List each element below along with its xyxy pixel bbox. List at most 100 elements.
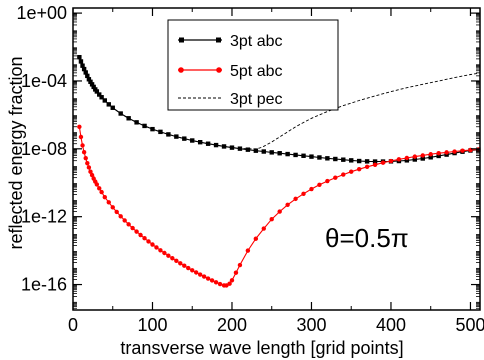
data-point-3pt-abc [142,123,147,129]
data-point-5pt-abc [78,134,84,140]
data-point-5pt-abc [146,239,151,244]
data-point-3pt-abc [364,159,370,164]
plot-frame [72,7,481,311]
data-point-5pt-abc [245,248,251,253]
x-tick-label: 0 [68,315,78,335]
data-point-5pt-abc [333,175,338,180]
data-point-5pt-abc [217,281,223,287]
data-point-5pt-abc [154,245,159,250]
x-tick-label: 100 [137,315,167,335]
data-point-5pt-abc [428,152,433,157]
data-point-3pt-abc [94,89,100,94]
plot-area [77,55,481,288]
data-point-5pt-abc [309,186,314,192]
data-point-5pt-abc [261,226,266,231]
data-point-5pt-abc [80,143,85,148]
data-point-5pt-abc [285,202,290,208]
y-tick-label: 1e+00 [16,3,67,23]
data-point-5pt-abc [186,265,191,271]
data-point-3pt-abc [253,148,259,153]
data-point-3pt-abc [77,55,82,60]
data-point-5pt-abc [118,214,123,219]
legend-label-5pt-abc: 5pt abc [230,63,282,80]
data-point-5pt-abc [110,205,115,210]
data-point-3pt-abc [134,120,139,125]
data-point-3pt-abc [428,155,433,160]
legend: 3pt abc 5pt abc 3pt pec [167,19,339,111]
theta-annotation: θ=0.5π [325,223,409,253]
data-point-5pt-abc [106,200,111,205]
x-tick-label: 400 [376,315,406,335]
data-point-3pt-abc [166,132,171,137]
data-point-3pt-abc [190,138,195,143]
data-point-5pt-abc [444,150,449,155]
data-point-5pt-abc [233,270,239,275]
legend-marker-5pt-abc-end [216,67,222,73]
data-point-5pt-abc [88,169,93,174]
x-tick-label: 500 [455,315,484,335]
data-point-5pt-abc [269,217,274,222]
data-point-5pt-abc [130,225,135,231]
data-point-5pt-abc [102,194,107,200]
data-point-5pt-abc [209,278,215,283]
data-point-5pt-abc [194,270,199,275]
data-point-5pt-abc [150,242,155,247]
legend-label-3pt-abc: 3pt abc [230,33,282,50]
data-point-5pt-abc [197,272,203,277]
data-point-3pt-abc [349,158,354,163]
legend-marker-3pt-abc [179,37,184,43]
data-point-5pt-abc [83,155,88,161]
data-point-3pt-abc [86,77,92,82]
data-point-3pt-abc [420,156,425,161]
x-axis-label: transverse wave length [grid points] [120,338,403,358]
data-point-5pt-abc [174,258,179,263]
data-point-3pt-abc [205,141,211,146]
data-point-5pt-abc [229,278,235,283]
series-line-5pt-abc [78,126,479,286]
legend-box [167,19,339,111]
data-point-5pt-abc [170,256,175,261]
data-point-3pt-abc [182,136,187,141]
data-point-5pt-abc [452,149,457,154]
data-point-5pt-abc [166,253,171,258]
legend-marker-5pt-abc [178,67,184,73]
data-point-3pt-abc [325,156,330,161]
y-tick-label: 1e-08 [21,139,67,159]
data-point-5pt-abc [81,150,87,155]
data-point-5pt-abc [122,218,127,223]
data-point-5pt-abc [86,165,92,170]
y-tick-label: 1e-16 [21,275,67,295]
data-point-5pt-abc [178,261,183,266]
data-point-3pt-abc [372,159,378,164]
data-point-5pt-abc [94,182,100,187]
data-point-3pt-abc [91,84,96,90]
data-point-5pt-abc [99,189,104,195]
x-tick-label: 200 [217,315,247,335]
data-point-5pt-abc [182,263,187,268]
data-point-5pt-abc [142,236,147,241]
data-point-3pt-abc [333,156,338,162]
data-point-3pt-abc [78,59,84,64]
data-point-3pt-abc [317,155,322,160]
data-point-3pt-abc [277,151,282,156]
right-axis-ticks [476,13,480,309]
data-point-5pt-abc [436,151,441,156]
x-axis: 0 100 200 300 400 500 [68,8,484,335]
data-point-3pt-abc [245,147,251,152]
data-point-5pt-abc [253,236,259,241]
data-point-5pt-abc [277,209,282,214]
data-point-5pt-abc [114,209,119,215]
data-point-5pt-abc [89,172,95,178]
data-point-5pt-abc [325,178,330,184]
data-point-5pt-abc [372,162,378,167]
data-point-5pt-abc [162,250,167,256]
data-point-5pt-abc [388,158,394,164]
x-tick-label: 300 [296,315,326,335]
data-point-5pt-abc [138,232,143,238]
data-point-3pt-abc [269,150,274,155]
legend-marker-3pt-abc-end [216,37,221,43]
data-point-5pt-abc [97,186,102,191]
data-point-5pt-abc [396,157,402,162]
data-point-3pt-abc [436,153,441,159]
